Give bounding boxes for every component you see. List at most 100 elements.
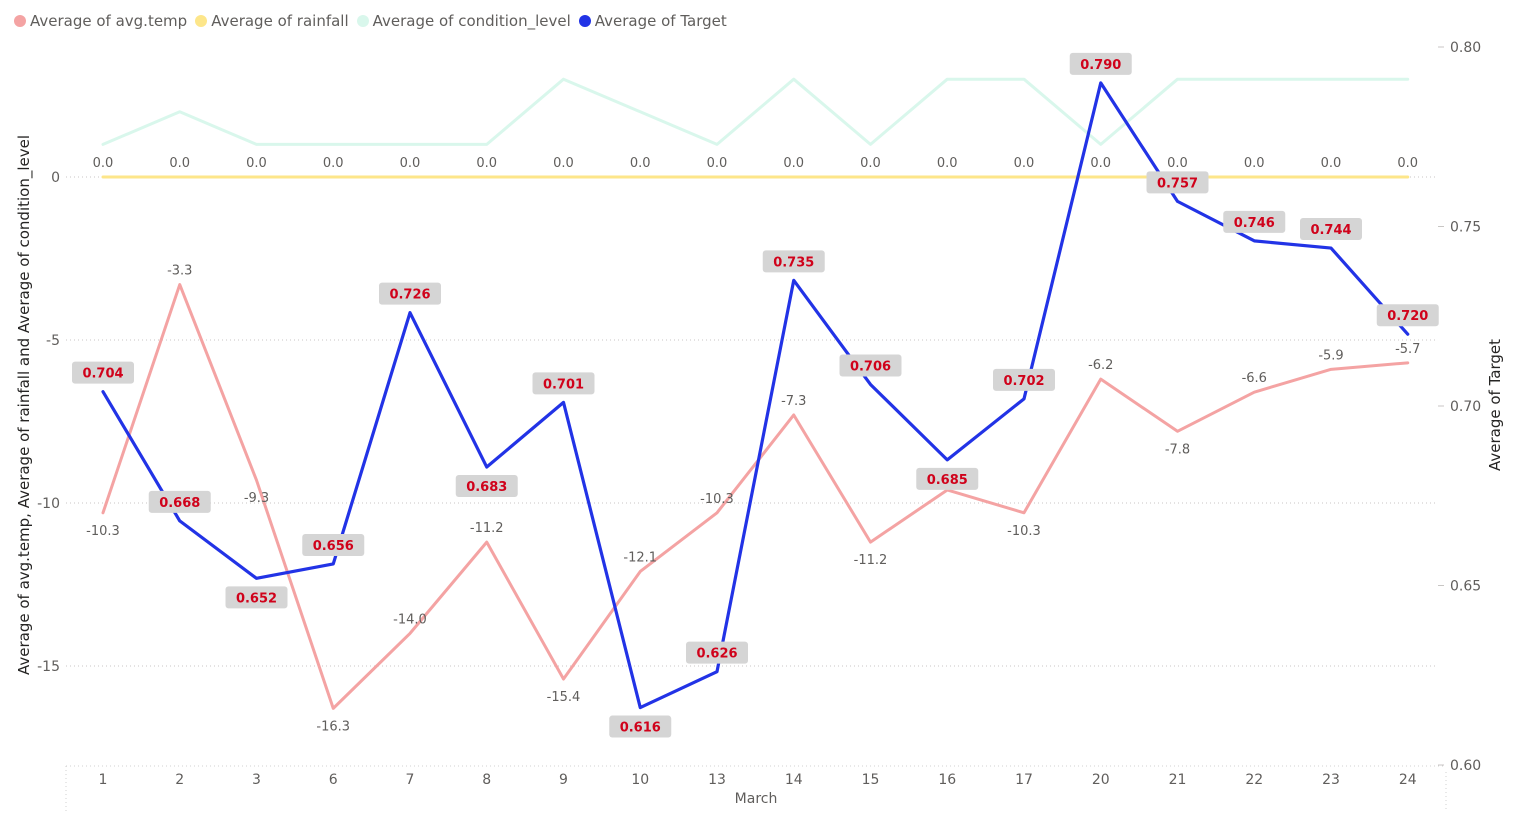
temp-data-label: -15.4: [547, 690, 581, 705]
temp-data-label: -6.2: [1088, 358, 1113, 373]
rainfall-data-label: 0.0: [1090, 156, 1111, 171]
legend-item-2[interactable]: Average of rainfall: [195, 12, 349, 30]
x-tick-label: 21: [1169, 772, 1187, 788]
target-data-label: 0.790: [1069, 52, 1132, 75]
legend-item-3[interactable]: Average of condition_level: [356, 12, 571, 30]
target-label-text: 0.683: [466, 480, 507, 495]
rainfall-data-label: 0.0: [1014, 156, 1035, 171]
target-label-background: [379, 282, 441, 305]
target-label-text: 0.616: [620, 721, 661, 736]
x-axis-title: March: [735, 791, 778, 807]
target-label-background: [1069, 52, 1132, 75]
target-label-text: 0.746: [1234, 216, 1275, 231]
left-y-axis-title: Average of avg.temp, Average of rainfall…: [15, 135, 34, 675]
x-tick-label: 15: [862, 772, 880, 788]
x-tick-label: 22: [1245, 772, 1263, 788]
rainfall-data-label: 0.0: [246, 156, 267, 171]
x-tick-label: 24: [1399, 772, 1417, 788]
temp-data-label: -5.9: [1318, 348, 1343, 363]
target-data-label: 0.656: [302, 533, 365, 556]
target-label-text: 0.757: [1157, 176, 1198, 191]
right-tick-label: 0.60: [1450, 758, 1481, 774]
target-label-background: [839, 354, 902, 377]
target-label-text: 0.726: [389, 288, 430, 303]
temp-data-label: -11.2: [854, 553, 888, 568]
x-tick-label: 2: [175, 772, 184, 788]
temp-data-label: -12.1: [623, 550, 657, 565]
target-label-background: [302, 533, 365, 556]
left-tick-label: -15: [37, 659, 60, 675]
rainfall-data-label: 0.0: [476, 156, 497, 171]
legend-label: Average of rainfall: [211, 12, 349, 30]
legend-item-1[interactable]: Average of avg.temp: [14, 12, 187, 30]
temp-data-label: -16.3: [316, 719, 350, 734]
target-data-label: 0.746: [1223, 210, 1286, 233]
rainfall-data-label: 0.0: [783, 156, 804, 171]
x-tick-label: 8: [482, 772, 491, 788]
target-label-background: [1223, 210, 1286, 233]
chart-legend: Average of avg.temp Average of rainfall Av…: [14, 10, 735, 32]
temp-data-label: -9.3: [244, 491, 269, 506]
x-axis: 1 2 3 6 7 8 9 10 13 14 15 16 17 20 21 22 23 24: [65, 765, 1446, 812]
x-tick-label: 16: [938, 772, 956, 788]
target-label-text: 0.701: [543, 377, 584, 392]
left-tick-label: -10: [37, 496, 60, 512]
target-data-label: 0.757: [1146, 171, 1209, 194]
target-label-background: [993, 368, 1055, 391]
rainfall-data-label: 0.0: [860, 156, 881, 171]
x-tick-label: 14: [785, 772, 803, 788]
target-label-text: 0.702: [1003, 374, 1044, 389]
right-tick-label: 0.80: [1450, 40, 1481, 56]
legend-item-4[interactable]: Average of Target: [578, 12, 727, 30]
target-data-label: 0.685: [916, 467, 979, 490]
temp-data-label: -10.3: [1007, 524, 1041, 539]
temp-data-label: -7.3: [781, 394, 806, 409]
temp-data-label: -5.7: [1395, 342, 1420, 357]
target-label-text: 0.626: [696, 647, 737, 662]
rainfall-data-label: 0.0: [937, 156, 958, 171]
series-layer: [101, 77, 1410, 710]
target-label-text: 0.685: [927, 473, 968, 488]
rainfall-data-label: 0.0: [1321, 156, 1342, 171]
target-data-label: 0.706: [839, 354, 902, 377]
series-line-3[interactable]: [101, 77, 1410, 146]
target-data-label: 0.744: [1300, 218, 1362, 241]
target-data-label: 0.720: [1376, 304, 1439, 327]
target-label-background: [148, 490, 211, 513]
target-label-text: 0.656: [313, 539, 354, 554]
x-tick-label: 9: [559, 772, 568, 788]
temp-data-label: -7.8: [1165, 442, 1190, 457]
right-y-axis: 0.80 0.75 0.70 0.65 0.60: [1438, 40, 1481, 812]
target-label-background: [686, 641, 748, 664]
target-label-background: [1376, 304, 1439, 327]
temp-data-label: -11.2: [470, 521, 504, 536]
legend-marker-icon: [14, 15, 26, 27]
target-data-label: 0.701: [532, 372, 595, 395]
legend-marker-icon: [356, 15, 369, 27]
target-label-background: [1300, 218, 1362, 241]
temp-data-label: -10.3: [86, 524, 120, 539]
x-tick-label: 20: [1092, 772, 1110, 788]
series-line-4[interactable]: [101, 81, 1410, 710]
target-label-background: [762, 250, 825, 273]
series-line-1[interactable]: [101, 283, 1410, 710]
legend-marker-icon: [195, 15, 208, 27]
target-data-label: 0.652: [225, 586, 288, 609]
temp-data-label: -10.3: [700, 492, 734, 507]
target-label-text: 0.704: [82, 367, 123, 382]
target-data-label: 0.616: [609, 715, 672, 738]
x-tick-label: 3: [252, 772, 261, 788]
x-tick-label: 10: [631, 772, 649, 788]
target-label-background: [1146, 171, 1209, 194]
target-data-label: 0.702: [993, 368, 1055, 391]
temp-data-label: -3.3: [167, 264, 192, 279]
legend-label: Average of Target: [594, 12, 727, 30]
target-label-text: 0.720: [1387, 309, 1428, 324]
rainfall-data-label: 0.0: [1167, 156, 1188, 171]
left-y-axis: 0 -5 -10 -15: [37, 170, 60, 675]
legend-marker-icon: [578, 15, 591, 27]
target-label-background: [532, 372, 595, 395]
rainfall-data-label: 0.0: [1244, 156, 1265, 171]
target-data-label: 0.726: [379, 282, 441, 305]
x-tick-label: 23: [1322, 772, 1340, 788]
